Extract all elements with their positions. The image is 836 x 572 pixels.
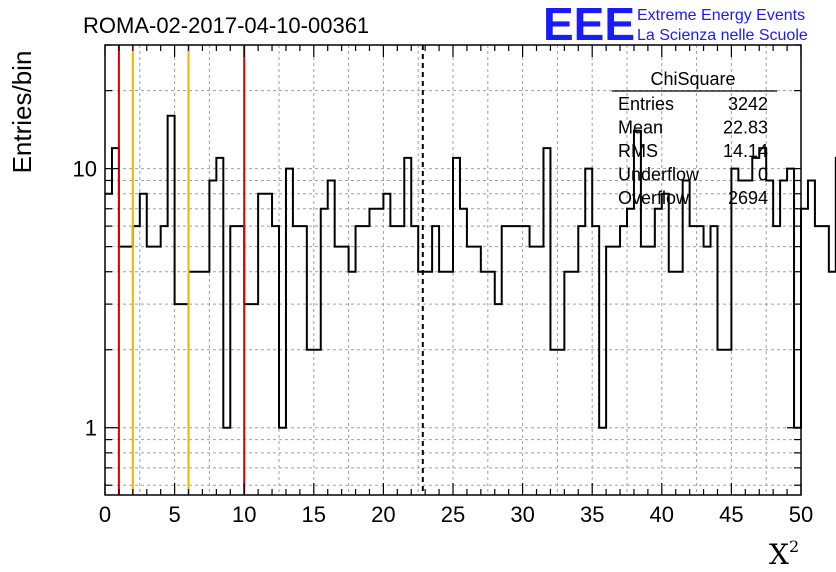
x-axis-title-superscript: 2 (789, 537, 799, 556)
marker-lines (117, 45, 424, 495)
histogram-bars (105, 114, 836, 429)
x-tick-label: 50 (789, 502, 813, 527)
x-tick-label: 0 (99, 502, 111, 527)
x-tick-label: 30 (510, 502, 534, 527)
grid-lines (105, 44, 801, 495)
chart-title: ROMA-02-2017-04-10-00361 (83, 13, 369, 38)
stats-row-label: Entries (618, 94, 674, 114)
stats-rows: Entries 3242 Mean 22.83 RMS 14.14 Underflow 0 Ov… (618, 94, 768, 208)
stats-row-label: RMS (618, 141, 658, 161)
x-axis-title-main: X (769, 538, 789, 571)
y-tick-label: 10 (73, 157, 97, 182)
y-axis-title: Entries/bin (7, 51, 37, 174)
x-tick-label: 45 (719, 502, 743, 527)
x-tick-label: 5 (168, 502, 180, 527)
stats-row-value: 2694 (728, 188, 768, 208)
logo-line2: La Scienza nelle Scuole (637, 27, 808, 44)
stats-row-label: Underflow (618, 165, 700, 185)
stats-row-value: 0 (758, 165, 768, 185)
y-axis-ticks: 1 10 (73, 44, 801, 486)
stats-row-value: 14.14 (723, 141, 768, 161)
eee-logo: EEE Extreme Energy Events La Scienza nel… (543, 0, 808, 50)
stats-row-value: 3242 (728, 94, 768, 114)
stats-row-label: Overflow (618, 188, 690, 208)
stats-box: ChiSquare Entries 3242 Mean 22.83 RMS 14.14 Un… (612, 69, 777, 208)
stats-row-label: Mean (618, 118, 663, 138)
x-tick-label: 15 (302, 502, 326, 527)
x-tick-label: 25 (441, 502, 465, 527)
x-tick-label: 10 (232, 502, 256, 527)
x-tick-label: 20 (371, 502, 395, 527)
x-axis-title: X2 (769, 537, 799, 571)
y-tick-label: 1 (85, 416, 97, 441)
logo-line1: Extreme Energy Events (637, 7, 805, 24)
histogram-outline (105, 114, 836, 429)
x-axis-ticks: 0 5 10 15 20 25 30 35 40 45 50 (99, 45, 813, 527)
x-tick-label: 40 (650, 502, 674, 527)
stats-row-value: 22.83 (723, 118, 768, 138)
logo-mark: EEE (543, 0, 635, 50)
x-tick-label: 35 (580, 502, 604, 527)
stats-title: ChiSquare (650, 69, 735, 89)
